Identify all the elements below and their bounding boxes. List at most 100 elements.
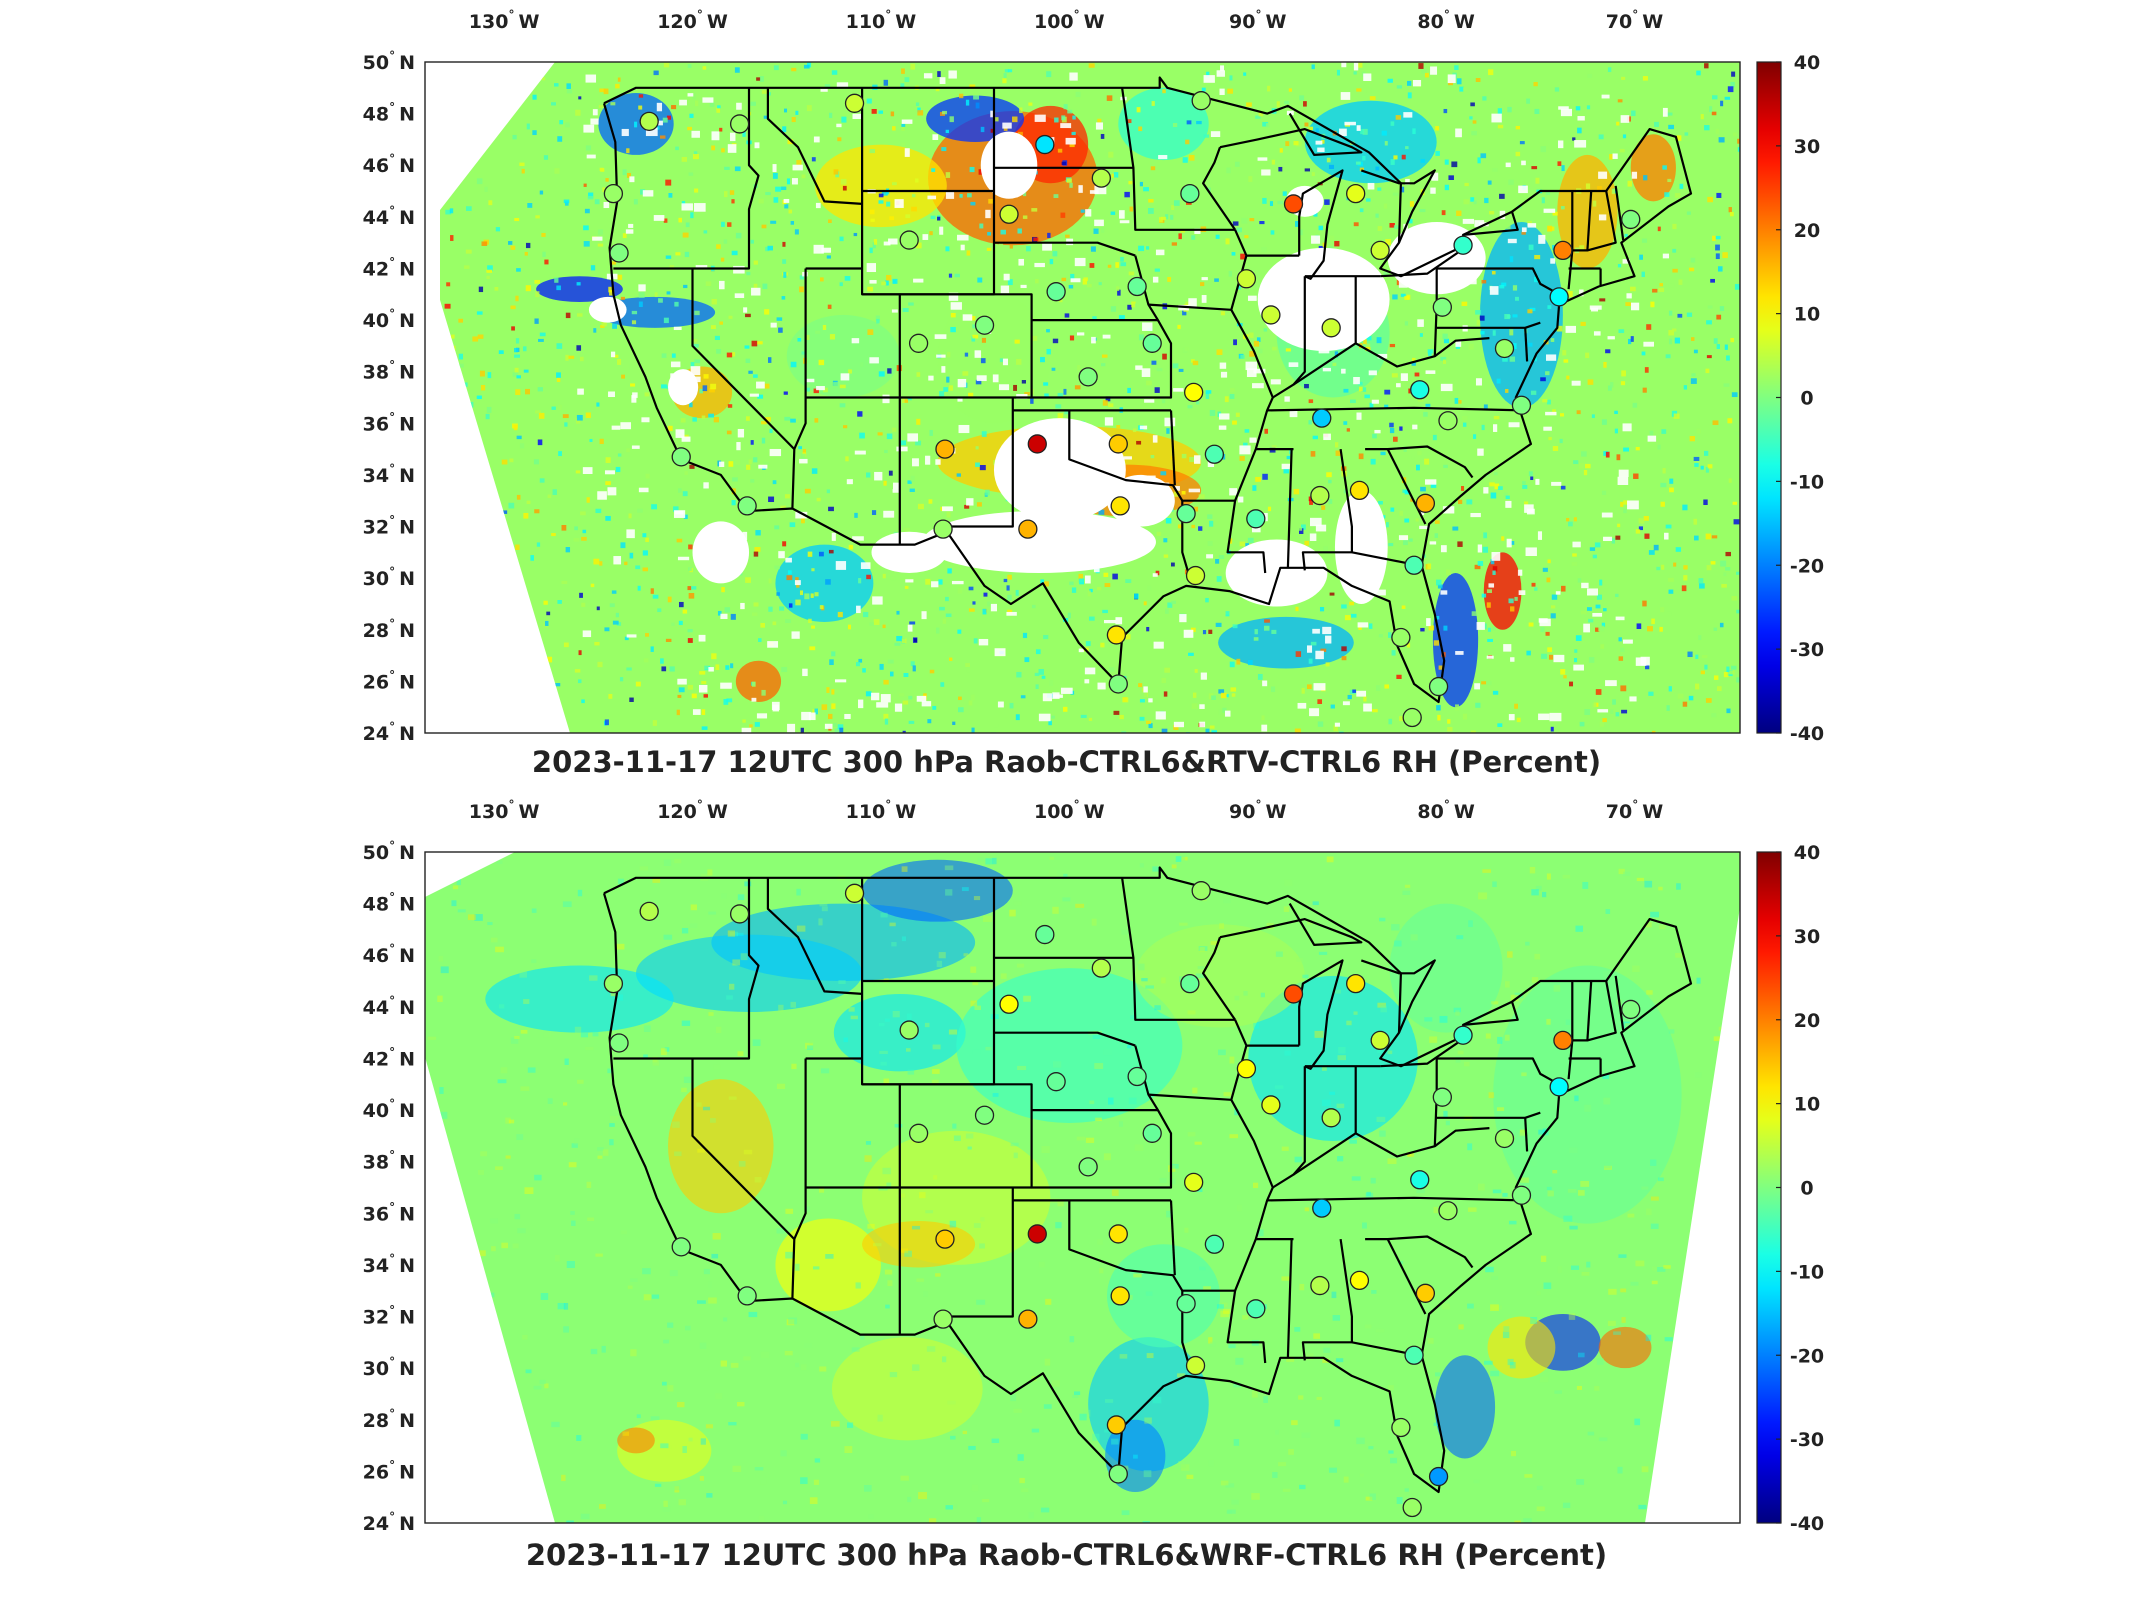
- lat-tick-label: 50° N: [363, 49, 415, 74]
- state-border: [1031, 255, 1173, 399]
- colorbar-tick-label: 20: [1794, 1010, 1820, 1032]
- raob-station-marker: [1621, 999, 1641, 1020]
- raob-station-marker: [933, 1309, 953, 1329]
- raob-station-marker: [1453, 235, 1473, 255]
- lat-tick-label: 32° N: [363, 514, 415, 539]
- state-border: [766, 87, 863, 205]
- raob-station-marker: [935, 1229, 955, 1249]
- raob-station-marker: [1027, 434, 1047, 454]
- state-border: [691, 268, 796, 509]
- raob-station-marker: [1091, 168, 1111, 188]
- lat-tick-label: 50° N: [363, 839, 415, 864]
- state-border: [1267, 1196, 1524, 1202]
- state-border: [1182, 499, 1267, 574]
- lon-tick-label: 120° W: [657, 8, 728, 33]
- raob-station-marker: [1176, 1293, 1196, 1314]
- raob-station-marker: [1106, 1415, 1127, 1435]
- raob-station-marker: [1018, 1309, 1038, 1329]
- lon-tick-label: 110° W: [846, 798, 917, 823]
- raob-station-marker: [639, 901, 659, 922]
- state-border: [1202, 146, 1237, 231]
- state-border: [1169, 410, 1176, 486]
- colorbar-tick-label: -10: [1790, 471, 1824, 493]
- state-border: [994, 1031, 1136, 1047]
- raob-station-marker: [1236, 269, 1257, 289]
- raob-station-marker: [1402, 707, 1422, 728]
- lat-tick-label: 44° N: [363, 994, 415, 1019]
- state-border: [1068, 1200, 1191, 1369]
- raob-station-marker: [1346, 183, 1366, 204]
- state-border: [1031, 1045, 1173, 1189]
- colorbar-tick-label: -40: [1790, 1513, 1824, 1535]
- raob-station-marker: [899, 1020, 919, 1040]
- lake-shore: [1298, 169, 1344, 280]
- raob-station-marker: [1511, 395, 1532, 415]
- raob-station-marker: [999, 994, 1019, 1014]
- lat-tick-label: 44° N: [363, 204, 415, 229]
- raob-station-marker: [1236, 1059, 1257, 1079]
- raob-station-marker: [1511, 1185, 1532, 1205]
- raob-station-marker: [1176, 503, 1196, 524]
- raob-station-marker: [1391, 1417, 1411, 1438]
- state-border: [804, 1058, 901, 1335]
- state-border: [1386, 448, 1427, 525]
- raob-station-marker: [844, 883, 865, 903]
- raob-station-marker: [1078, 367, 1098, 387]
- raob-station-marker: [1428, 676, 1449, 697]
- state-border: [1267, 406, 1524, 412]
- lake-shore: [1360, 169, 1436, 244]
- state-border: [1286, 1239, 1293, 1358]
- raob-station-marker: [1184, 382, 1204, 402]
- raob-station-marker: [1494, 338, 1515, 359]
- raob-station-marker: [1321, 1108, 1341, 1128]
- lat-tick-label: 40° N: [363, 307, 415, 332]
- colorbar-tick-label: -30: [1790, 639, 1824, 661]
- raob-station-marker: [639, 111, 659, 132]
- lake-shore: [1380, 246, 1466, 278]
- lon-tick-label: 110° W: [846, 8, 917, 33]
- colorbar-tick-label: -10: [1790, 1261, 1824, 1283]
- state-border: [1182, 1289, 1267, 1364]
- raob-station-marker: [1204, 1234, 1225, 1254]
- colorbar-tick-label: -30: [1790, 1429, 1824, 1451]
- raob-station-marker: [935, 439, 955, 459]
- raob-station-marker: [1438, 1201, 1458, 1221]
- panel-title-rtv: 2023-11-17 12UTC 300 hPa Raob-CTRL6&RTV-…: [531, 745, 1602, 779]
- state-border: [1121, 877, 1236, 1021]
- rh-difference-field: [440, 62, 1740, 733]
- colorbar-tick-label: 30: [1794, 926, 1820, 948]
- raob-station-marker: [1191, 91, 1211, 111]
- lat-tick-label: 38° N: [363, 359, 415, 384]
- raob-station-marker: [1438, 411, 1458, 431]
- map-frame: [424, 61, 1741, 734]
- panel-wrf: 130° W 120° W 110° W 100° W 90° W 80° W 70° W 50° N 48° N…: [0, 790, 2133, 1590]
- raob-station-marker: [1553, 240, 1573, 261]
- lon-tick-label: 90° W: [1229, 8, 1286, 33]
- raob-station-marker: [1432, 1087, 1452, 1107]
- state-border: [1614, 975, 1625, 1031]
- state-border: [1230, 1019, 1274, 1292]
- raob-station-marker: [1415, 1283, 1436, 1303]
- raob-station-marker: [1127, 276, 1147, 297]
- raob-station-marker: [1553, 1030, 1573, 1051]
- state-border: [1524, 327, 1529, 362]
- state-border: [1272, 276, 1306, 399]
- state-border: [1365, 445, 1474, 479]
- raob-station-marker: [974, 315, 995, 335]
- raob-station-marker: [1046, 282, 1066, 302]
- raob-station-marker: [1349, 1270, 1370, 1291]
- raob-station-marker: [1349, 480, 1370, 501]
- raob-station-marker: [1549, 1077, 1569, 1097]
- state-border: [1434, 1127, 1490, 1148]
- state-border: [1572, 190, 1617, 252]
- raob-station-marker: [999, 204, 1019, 224]
- boundary-lines: [602, 866, 1693, 1494]
- state-border: [1365, 1235, 1474, 1269]
- raob-station-marker: [908, 333, 929, 353]
- raob-station-marker: [1078, 1157, 1098, 1177]
- raob-station-marker: [603, 973, 624, 994]
- raob-station-marker: [1402, 1497, 1422, 1518]
- lat-tick-label: 42° N: [363, 1045, 415, 1070]
- state-border: [1386, 1238, 1427, 1315]
- lake-shore: [1380, 1036, 1466, 1068]
